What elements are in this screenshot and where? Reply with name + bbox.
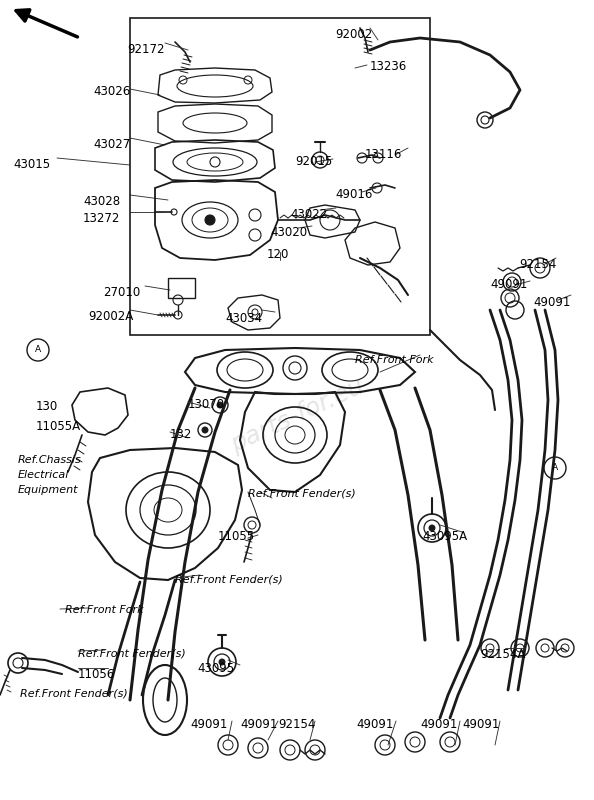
Text: 13070: 13070 xyxy=(188,398,225,411)
Text: 13236: 13236 xyxy=(370,60,407,73)
Text: Equipment: Equipment xyxy=(18,485,78,495)
Text: Ref.Front Fender(s): Ref.Front Fender(s) xyxy=(248,488,356,498)
Text: 43034: 43034 xyxy=(225,312,262,325)
Text: 92002: 92002 xyxy=(335,28,372,41)
Text: 92002A: 92002A xyxy=(88,310,133,323)
Text: Ref.Front Fender(s): Ref.Front Fender(s) xyxy=(78,648,186,658)
Circle shape xyxy=(217,402,223,408)
Text: 49091: 49091 xyxy=(490,278,527,291)
Text: Ref.Front Fender(s): Ref.Front Fender(s) xyxy=(175,575,283,585)
Text: 92154A: 92154A xyxy=(480,648,525,661)
Text: Ref.Front Fender(s): Ref.Front Fender(s) xyxy=(20,688,128,698)
Text: 49091: 49091 xyxy=(356,718,393,731)
Text: 43026: 43026 xyxy=(93,85,130,98)
Text: Electrical: Electrical xyxy=(18,470,69,480)
Circle shape xyxy=(202,427,208,433)
Circle shape xyxy=(219,659,225,665)
Circle shape xyxy=(429,525,435,531)
Text: 43027: 43027 xyxy=(93,138,130,151)
Text: 49091: 49091 xyxy=(533,296,570,309)
Text: 49091: 49091 xyxy=(240,718,277,731)
Text: 43015: 43015 xyxy=(13,158,50,171)
Text: parts-for.eu: parts-for.eu xyxy=(226,374,368,458)
Text: 11055: 11055 xyxy=(218,530,255,543)
Text: 43020: 43020 xyxy=(270,226,307,239)
Text: 49091: 49091 xyxy=(462,718,500,731)
Text: 13272: 13272 xyxy=(83,212,121,225)
Text: 49091: 49091 xyxy=(420,718,457,731)
Text: 92154: 92154 xyxy=(519,258,557,271)
Text: Ref.Chassis: Ref.Chassis xyxy=(18,455,82,465)
Text: 92154: 92154 xyxy=(278,718,315,731)
Text: 13116: 13116 xyxy=(365,148,402,161)
Text: 43022: 43022 xyxy=(290,208,327,221)
Text: 11055A: 11055A xyxy=(36,420,81,433)
Text: 43095A: 43095A xyxy=(422,530,467,543)
Text: Ref.Front Fork: Ref.Front Fork xyxy=(355,355,434,365)
Circle shape xyxy=(205,215,215,225)
Text: 43028: 43028 xyxy=(83,195,120,208)
Text: 43095: 43095 xyxy=(197,662,234,675)
Text: 120: 120 xyxy=(267,248,289,261)
Text: 130: 130 xyxy=(36,400,58,413)
Text: 132: 132 xyxy=(170,428,192,441)
Text: 27010: 27010 xyxy=(103,286,140,299)
Text: 92015: 92015 xyxy=(295,155,332,168)
Text: 11056: 11056 xyxy=(78,668,115,681)
Text: A: A xyxy=(35,346,41,354)
Text: 92172: 92172 xyxy=(127,43,165,56)
Text: A: A xyxy=(552,463,558,473)
Text: 49091: 49091 xyxy=(190,718,228,731)
Text: 49016: 49016 xyxy=(335,188,372,201)
Bar xyxy=(130,18,430,335)
Text: Ref.Front Fork: Ref.Front Fork xyxy=(65,605,144,615)
